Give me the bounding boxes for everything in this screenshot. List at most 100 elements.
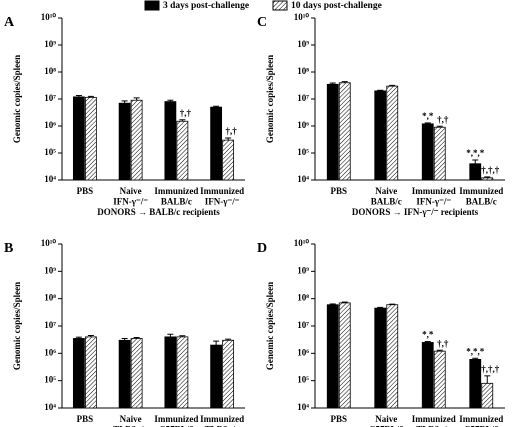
y-tick-label: 10⁶	[297, 120, 309, 130]
bar	[386, 85, 399, 181]
significance-label: †,†	[437, 114, 449, 124]
x-tick-label: Immunized IFN-γ⁻/⁻	[412, 186, 456, 207]
y-tick-label: 10⁶	[44, 120, 56, 130]
x-axis-title: DONORS → BALB/c recipients	[97, 207, 220, 217]
bar	[130, 99, 143, 181]
x-tick-label: ImmunizedTLR2⁻/⁻	[412, 414, 456, 427]
bar	[72, 338, 85, 409]
panel-label: B	[4, 241, 13, 256]
y-tick-label: 10⁶	[297, 347, 309, 357]
bar	[326, 304, 339, 409]
y-tick-label: 10⁴	[297, 402, 309, 412]
bar	[421, 342, 434, 409]
x-tick-label: PBS	[330, 186, 347, 196]
x-tick-label: Naive BALB/c	[371, 186, 402, 207]
x-tick-label: Immunized BALB/c	[154, 186, 198, 207]
bar	[118, 102, 131, 181]
bar	[481, 382, 494, 409]
y-tick-label: 10⁷	[44, 320, 56, 330]
bar	[72, 96, 85, 181]
x-tick-label: Naive IFN-γ⁻/⁻	[113, 186, 148, 207]
bar	[164, 336, 177, 409]
significance-label: *,*	[422, 330, 434, 340]
significance-label: *,*,*	[466, 148, 485, 158]
y-axis-title: Genomic copies/Spleen	[12, 55, 22, 143]
significance-label: †,†,†	[481, 364, 500, 374]
significance-label: †,†	[226, 126, 238, 136]
bar	[469, 163, 482, 181]
y-tick-label: 10⁷	[44, 93, 56, 103]
y-tick-label: 10⁴	[297, 174, 309, 184]
bar	[84, 96, 97, 181]
x-tick-label: Immunized IFN-γ⁻/⁻	[200, 186, 244, 207]
bar	[386, 304, 399, 409]
bar	[338, 302, 351, 409]
y-tick-label: 10⁹	[297, 265, 309, 275]
bar	[130, 338, 143, 409]
y-axis-title: Genomic copies/Spleen	[265, 282, 275, 370]
y-tick-label: 10⁷	[297, 93, 309, 103]
bar	[164, 101, 177, 181]
y-tick-label: 10⁸	[44, 293, 56, 303]
bar	[84, 336, 97, 409]
bar	[433, 126, 446, 181]
y-tick-label: 10⁸	[297, 66, 309, 76]
x-tick-label: NaiveC57BL/6	[369, 414, 404, 427]
y-tick-label: 10⁴	[44, 402, 56, 412]
bar	[222, 139, 235, 181]
y-tick-label: 10⁹	[44, 39, 56, 49]
x-tick-label: PBS	[77, 186, 94, 196]
y-tick-label: 10⁵	[297, 147, 309, 157]
y-tick-label: 10⁵	[297, 375, 309, 385]
bar	[210, 106, 223, 181]
bar	[374, 90, 387, 181]
y-tick-label: 10¹⁰	[41, 12, 57, 22]
y-tick-label: 10⁹	[297, 39, 309, 49]
significance-label: †,†	[437, 338, 449, 348]
x-tick-label: ImmunizedTLR2⁻/⁻	[200, 414, 244, 427]
legend-swatch	[144, 0, 160, 11]
bar	[421, 123, 434, 181]
x-tick-label: ImmunizedC57BL/6	[154, 414, 198, 427]
y-axis-title: Genomic copies/Spleen	[12, 282, 22, 370]
y-tick-label: 10¹⁰	[294, 12, 310, 22]
bar	[481, 177, 494, 181]
bar	[176, 336, 189, 409]
panel-label: C	[257, 15, 267, 30]
y-tick-label: 10⁸	[297, 293, 309, 303]
bar	[433, 350, 446, 409]
significance-label: †,†,†	[481, 165, 500, 175]
y-tick-label: 10⁹	[44, 265, 56, 275]
legend-label: 10 days post-challenge	[291, 1, 382, 11]
y-tick-label: 10⁵	[44, 147, 56, 157]
panel-label: A	[4, 15, 15, 30]
legend-swatch	[272, 0, 288, 11]
bar	[326, 83, 339, 181]
y-tick-label: 10¹⁰	[41, 238, 57, 248]
bar	[118, 339, 131, 409]
bar	[176, 120, 189, 181]
x-tick-label: ImmunizedC57BL/6	[459, 414, 503, 427]
y-tick-label: 10⁶	[44, 347, 56, 357]
bar	[469, 358, 482, 409]
bar	[210, 344, 223, 409]
bar	[374, 307, 387, 409]
x-tick-label: PBS	[77, 414, 94, 424]
x-tick-label: NaiveTLR2⁻/⁻	[113, 414, 148, 427]
y-tick-label: 10⁴	[44, 174, 56, 184]
bar	[338, 82, 351, 181]
x-tick-label: PBS	[330, 414, 347, 424]
significance-label: *,*	[422, 111, 434, 121]
y-tick-label: 10⁵	[44, 375, 56, 385]
panel-label: D	[257, 241, 267, 256]
significance-label: †,†	[180, 108, 192, 118]
y-tick-label: 10⁷	[297, 320, 309, 330]
y-tick-label: 10⁸	[44, 66, 56, 76]
bar	[222, 339, 235, 409]
legend-label: 3 days post-challenge	[163, 1, 249, 11]
y-tick-label: 10¹⁰	[294, 238, 310, 248]
significance-label: *,*,*	[466, 346, 485, 356]
x-tick-label: Immunized BALB/c	[459, 186, 503, 207]
